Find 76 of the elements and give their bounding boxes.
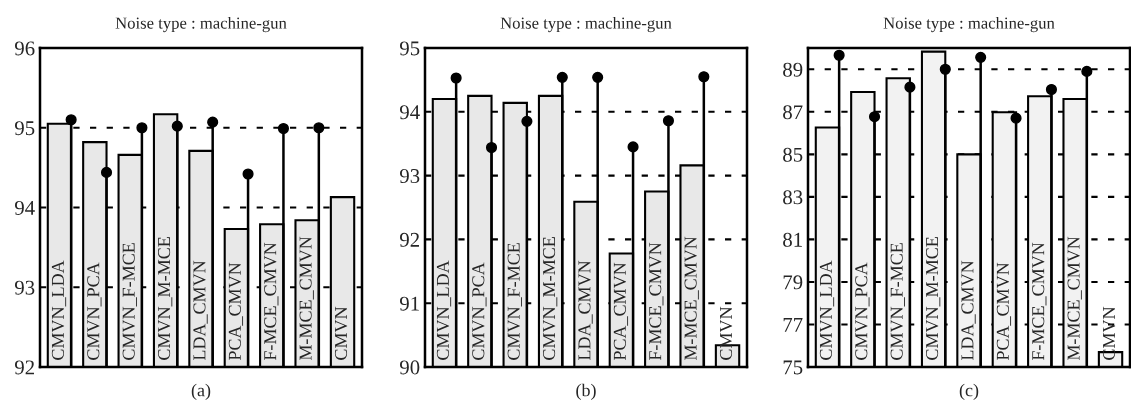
y-tick-label: 89 [783, 62, 803, 77]
point [242, 168, 254, 180]
point [939, 63, 951, 75]
point [277, 122, 290, 135]
x-tick-label: PCA_CMVN [613, 262, 629, 361]
x-tick-label: CMVN_M-MCE [158, 237, 173, 360]
x-tick-label: F-MCE_CMVN [649, 242, 664, 361]
x-tick-label: CMVN_LDA [436, 260, 452, 360]
x-tick-label: CMVN_LDA [819, 260, 835, 360]
point [662, 115, 675, 127]
x-tick-label: CMVN_LDA [51, 260, 67, 360]
x-tick-label: M-MCE_CMVN [1067, 236, 1082, 361]
point [521, 115, 533, 127]
point [1045, 83, 1058, 96]
chart-title: Noise type : machine-gun [115, 16, 287, 33]
x-tick-label: M-MCE_CMVN [684, 236, 699, 361]
point [1010, 112, 1022, 124]
y-tick-label: 92 [14, 360, 34, 375]
y-tick-label: 93 [14, 280, 35, 295]
point [313, 122, 325, 134]
y-tick-label: 94 [14, 200, 35, 215]
x-tick-label: CMVN_F-MCE [122, 243, 137, 360]
point [698, 71, 710, 83]
x-tick-label: PCA_CMVN [228, 262, 244, 361]
y-tick-label: 85 [783, 147, 803, 162]
x-axis-title: (b) [576, 383, 596, 401]
point [207, 116, 219, 128]
x-tick-label: LDA_CMVN [961, 260, 976, 361]
point [65, 114, 77, 126]
point [975, 51, 987, 63]
y-tick-label: 77 [783, 318, 803, 332]
y-tick-label: 95 [14, 121, 35, 136]
y-tick-label: 90 [399, 360, 420, 375]
point [136, 122, 148, 134]
x-tick-label: M-MCE_CMVN [299, 236, 314, 361]
x-tick-label: LDA_CMVN [193, 260, 208, 361]
x-tick-label: CMVN [334, 306, 348, 360]
y-tick-label: 96 [14, 41, 35, 56]
x-axis-title: (c) [959, 383, 979, 401]
y-tick-label: 93 [399, 169, 420, 184]
x-tick-label: CMVN_F-MCE [507, 243, 522, 360]
point [171, 120, 183, 132]
x-tick-label: CMVN [719, 306, 733, 360]
chart-title: Noise type : machine-gun [500, 16, 672, 33]
point [1081, 65, 1093, 77]
x-tick-label: PCA_CMVN [996, 262, 1012, 361]
x-tick-label: CMVN_PCA [472, 262, 487, 360]
point [485, 141, 498, 154]
x-tick-label: CMVN_PCA [855, 262, 870, 360]
x-tick-label: F-MCE_CMVN [264, 242, 279, 361]
y-tick-label: 79 [783, 275, 803, 290]
x-tick-label: CMVN_PCA [87, 262, 102, 360]
point [100, 166, 113, 178]
x-tick-label: CMVN_M-MCE [543, 237, 558, 360]
x-tick-label: F-MCE_CMVN [1032, 242, 1047, 361]
point [833, 49, 845, 61]
x-tick-label: CMVN [1102, 306, 1116, 360]
point [868, 111, 881, 123]
x-axis-title: (a) [191, 383, 211, 401]
point [592, 71, 604, 83]
y-tick-label: 75 [783, 360, 803, 375]
y-tick-label: 95 [399, 41, 420, 56]
x-tick-label: CMVN_M-MCE [926, 237, 941, 360]
y-tick-label: 83 [783, 190, 803, 205]
y-tick-label: 81 [783, 232, 802, 247]
x-tick-label: CMVN_F-MCE [890, 243, 905, 360]
point [556, 71, 568, 83]
y-tick-label: 87 [783, 105, 803, 120]
chart-title: Noise type : machine-gun [883, 16, 1055, 33]
y-tick-label: 92 [399, 232, 419, 247]
point [450, 72, 462, 84]
point [904, 81, 916, 93]
point [627, 141, 639, 153]
x-tick-label: LDA_CMVN [578, 260, 593, 361]
y-tick-label: 94 [399, 105, 420, 120]
y-tick-label: 91 [399, 296, 419, 311]
